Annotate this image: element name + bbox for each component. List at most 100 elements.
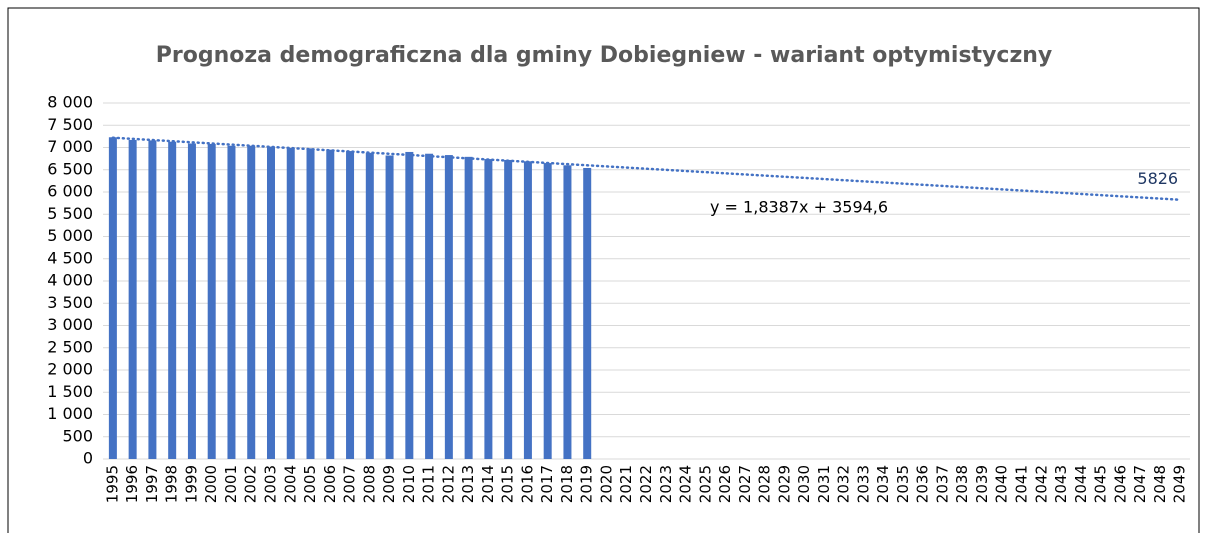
x-tick-label: 2007 <box>341 465 359 503</box>
x-tick-label: 2037 <box>933 465 951 503</box>
bar <box>583 167 592 459</box>
x-tick-label: 2000 <box>202 465 220 503</box>
bar <box>207 143 216 459</box>
x-tick-label: 1995 <box>103 465 121 503</box>
bar <box>425 153 434 460</box>
y-tick-label: 5 000 <box>47 226 93 245</box>
x-tick-label: 2010 <box>400 465 418 503</box>
x-tick-label: 2032 <box>835 465 853 503</box>
x-tick-label: 2029 <box>775 465 793 503</box>
x-tick-label: 1999 <box>182 465 200 503</box>
bar <box>108 137 117 459</box>
y-tick-label: 7 500 <box>47 115 93 134</box>
y-tick-label: 1 000 <box>47 404 93 423</box>
x-tick-label: 2043 <box>1052 465 1070 503</box>
bar <box>168 141 177 459</box>
bar <box>286 147 295 459</box>
x-tick-label: 2048 <box>1151 465 1169 503</box>
x-tick-label: 1996 <box>123 465 141 503</box>
x-tick-label: 2013 <box>459 465 477 503</box>
y-tick-label: 2 500 <box>47 337 93 356</box>
bar <box>306 148 315 459</box>
trendline-equation: y = 1,8387x + 3594,6 <box>710 198 888 217</box>
bar <box>523 161 532 460</box>
bar <box>266 146 275 460</box>
x-tick-label: 2019 <box>578 465 596 503</box>
x-tick-label: 2004 <box>281 465 299 503</box>
x-tick-label: 2039 <box>973 465 991 503</box>
x-tick-label: 2030 <box>795 465 813 503</box>
x-tick-label: 2005 <box>301 465 319 503</box>
bar <box>405 151 414 459</box>
x-tick-label: 2009 <box>380 465 398 503</box>
x-tick-label: 2024 <box>677 465 695 503</box>
y-tick-label: 3 000 <box>47 315 93 334</box>
x-tick-label: 2042 <box>1032 465 1050 503</box>
bar <box>504 159 513 459</box>
trendline-end-label: 5826 <box>1137 169 1178 188</box>
y-tick-label: 5 500 <box>47 204 93 223</box>
y-tick-label: 6 000 <box>47 182 93 201</box>
x-tick-label: 2014 <box>479 465 497 503</box>
x-tick-label: 1997 <box>143 465 161 503</box>
x-tick-label: 2034 <box>874 465 892 503</box>
y-tick-label: 3 500 <box>47 293 93 312</box>
y-tick-label: 0 <box>83 449 93 468</box>
x-tick-label: 2045 <box>1092 465 1110 503</box>
x-tick-label: 2041 <box>1013 465 1031 503</box>
y-tick-label: 1 500 <box>47 382 93 401</box>
y-tick-label: 7 000 <box>47 137 93 156</box>
bar <box>187 143 196 459</box>
bar <box>148 140 157 459</box>
bar <box>128 139 137 459</box>
bar <box>444 155 453 459</box>
x-tick-label: 2015 <box>499 465 517 503</box>
trendline <box>111 136 1182 201</box>
y-tick-label: 4 500 <box>47 248 93 267</box>
x-tick-label: 2025 <box>696 465 714 503</box>
x-tick-label: 2001 <box>222 465 240 503</box>
chart-title: Prognoza demograficzna dla gminy Dobiegn… <box>156 43 1053 68</box>
x-tick-label: 2008 <box>360 465 378 503</box>
x-tick-label: 2044 <box>1072 465 1090 503</box>
bar <box>365 152 374 459</box>
x-tick-label: 2006 <box>321 465 339 503</box>
y-tick-label: 8 000 <box>47 93 93 112</box>
x-tick-label: 2049 <box>1171 465 1189 503</box>
x-tick-label: 2011 <box>420 465 438 503</box>
y-tick-label: 2 000 <box>47 360 93 379</box>
bar <box>247 145 256 459</box>
x-tick-label: 2036 <box>914 465 932 503</box>
x-tick-label: 2017 <box>538 465 556 503</box>
x-tick-label: 2028 <box>756 465 774 503</box>
x-tick-label: 2002 <box>242 465 260 503</box>
x-tick-label: 2038 <box>953 465 971 503</box>
bar <box>464 156 473 459</box>
x-tick-label: 2018 <box>558 465 576 503</box>
bar <box>385 155 394 459</box>
x-tick-label: 2020 <box>597 465 615 503</box>
bar <box>563 165 572 460</box>
x-tick-label: 2026 <box>716 465 734 503</box>
x-tick-label: 2016 <box>518 465 536 503</box>
x-tick-label: 2012 <box>439 465 457 503</box>
y-tick-label: 500 <box>62 426 93 445</box>
x-tick-label: 2031 <box>815 465 833 503</box>
x-tick-label: 2040 <box>993 465 1011 503</box>
x-tick-label: 2035 <box>894 465 912 503</box>
bar <box>346 151 355 459</box>
bar <box>543 163 552 459</box>
x-tick-label: 2022 <box>637 465 655 503</box>
y-tick-label: 6 500 <box>47 159 93 178</box>
x-tick-label: 2027 <box>736 465 754 503</box>
chart-border <box>7 7 1200 533</box>
y-tick-label: 4 000 <box>47 271 93 290</box>
x-tick-label: 2047 <box>1131 465 1149 503</box>
x-tick-label: 2033 <box>854 465 872 503</box>
x-tick-label: 2046 <box>1111 465 1129 503</box>
x-tick-label: 2003 <box>261 465 279 503</box>
x-tick-label: 1998 <box>163 465 181 503</box>
bar <box>484 159 493 459</box>
x-tick-label: 2023 <box>657 465 675 503</box>
